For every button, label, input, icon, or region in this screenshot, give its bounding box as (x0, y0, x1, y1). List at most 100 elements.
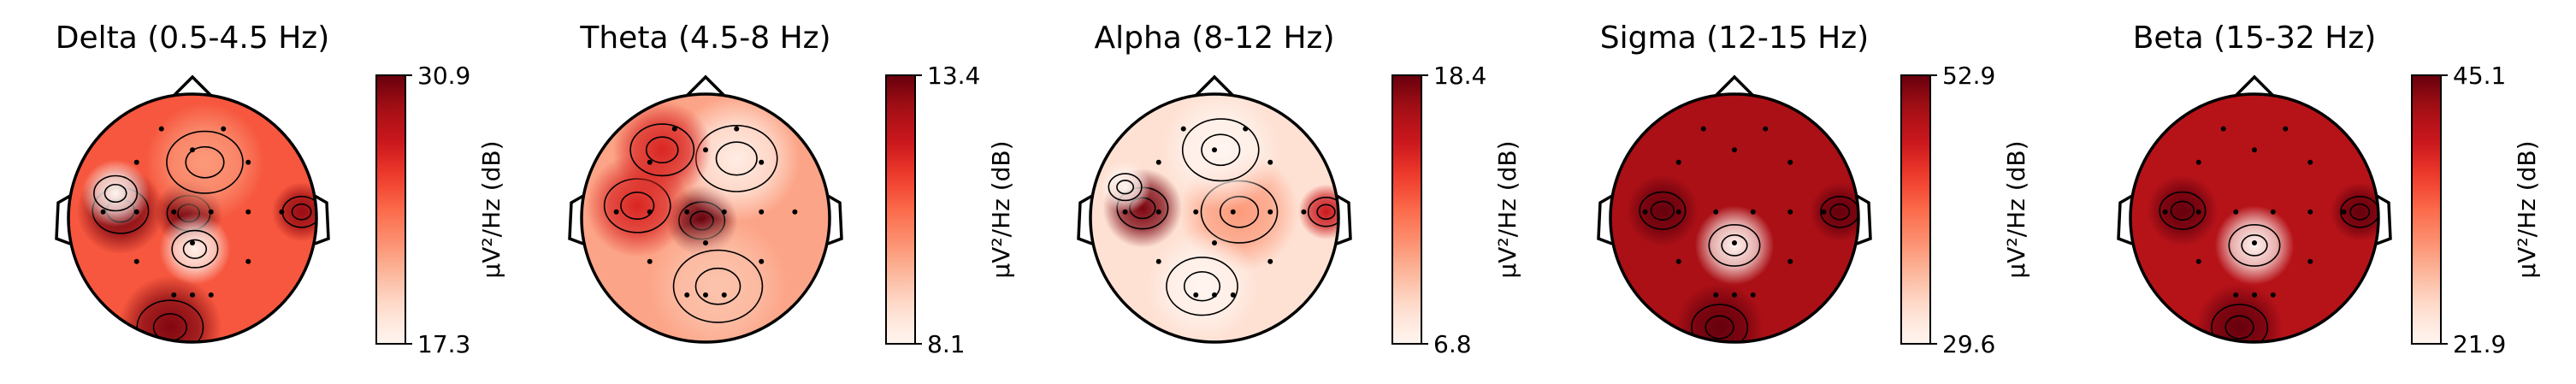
sensor-dot (684, 292, 690, 298)
sensor-dot (1675, 209, 1681, 215)
contour-line (645, 136, 679, 164)
colorbar-max-label: 45.1 (2453, 62, 2506, 90)
panel-title: Beta (15-32 Hz) (2133, 21, 2377, 56)
sensor-dot (1122, 209, 1128, 215)
sensor-dot (190, 147, 195, 153)
contour-line (1721, 234, 1748, 257)
sensor-dot (100, 209, 106, 215)
contour-line (715, 141, 758, 176)
sensor-dot (1180, 126, 1186, 132)
sensor-dot (1732, 147, 1737, 153)
contour-line (2228, 223, 2281, 267)
contour-line (672, 249, 764, 323)
sensor-dot (1212, 240, 1217, 245)
sensor-dot (133, 209, 139, 215)
nose-outline (1714, 74, 1755, 97)
sensor-dot (158, 126, 164, 132)
sensor-dot (2252, 147, 2257, 153)
topography-field (1090, 94, 1338, 342)
sensor-dot (759, 209, 765, 215)
sensor-dot (703, 147, 708, 153)
contour-line (1108, 173, 1143, 202)
sensor-dot (2252, 292, 2257, 298)
left-ear-outline (1597, 194, 1613, 245)
contour-line (2159, 191, 2207, 230)
colorbar-min-label: 29.6 (1942, 330, 1995, 358)
sensor-dot (2162, 209, 2168, 215)
nose-outline (172, 74, 213, 97)
sensor-dot (671, 126, 677, 132)
power-blob (648, 216, 788, 342)
sensor-dot (1713, 209, 1719, 215)
power-blob (1627, 174, 1699, 247)
contour-line (185, 145, 225, 179)
sensor-dot (759, 258, 765, 264)
colorbar-label: µV²/Hz (dB) (987, 140, 1015, 278)
contour-line (1650, 200, 1675, 221)
sensor-dot (1267, 258, 1273, 264)
contour-line (93, 174, 139, 212)
contour-line (2241, 234, 2268, 257)
sensor-dot (2270, 292, 2276, 298)
sensor-dot (1155, 159, 1161, 165)
sensor-dot (2233, 292, 2239, 298)
contour-line (2340, 195, 2378, 228)
sensor-dot (245, 258, 251, 264)
contour-line (1116, 180, 1135, 195)
topography-field (2130, 94, 2378, 342)
power-blob (159, 213, 231, 286)
right-ear-outline (827, 194, 843, 245)
head-outline (1089, 92, 1340, 344)
sensor-dot (734, 126, 740, 132)
power-blob (1161, 94, 1280, 210)
sensor-dot (2283, 126, 2289, 132)
sensor-dot (190, 292, 195, 298)
contour-line (1708, 223, 1761, 267)
power-blob (145, 103, 265, 222)
nose-outline (2234, 74, 2275, 97)
sensor-dot (171, 292, 177, 298)
colorbar-label: µV²/Hz (dB) (2002, 140, 2030, 278)
sensor-dot (2195, 258, 2201, 264)
left-ear-outline (568, 194, 584, 245)
sensor-dot (1675, 159, 1681, 165)
contour-line (1820, 195, 1858, 228)
contour-line (1316, 204, 1336, 220)
sensor-dot (1700, 126, 1706, 132)
contour-line (166, 130, 244, 194)
panel-title: Sigma (12-15 Hz) (1600, 21, 1869, 56)
sensor-dot (1750, 209, 1756, 215)
right-ear-outline (1336, 194, 1352, 245)
contour-line (2224, 315, 2254, 340)
colorbar-max-label: 13.4 (927, 62, 980, 90)
sensor-dot (1675, 258, 1681, 264)
topomap-panel: Sigma (12-15 Hz) 52.9 29.6 µV²/Hz (dB) (1597, 21, 2030, 358)
sensor-dot (1193, 209, 1199, 215)
sensor-dot (721, 292, 727, 298)
sensor-dot (1713, 292, 1719, 298)
contour-line (1201, 133, 1241, 167)
topography-field (1610, 94, 1858, 342)
colorbar (375, 74, 406, 345)
colorbar (1900, 74, 1931, 345)
sensor-dot (133, 258, 139, 264)
contour-line (171, 229, 219, 269)
contour-line (1705, 315, 1734, 340)
sensor-dot (613, 209, 619, 215)
sensor-dot (1230, 209, 1236, 215)
contour-line (2349, 203, 2371, 221)
sensor-dot (208, 209, 214, 215)
left-ear-outline (2117, 194, 2133, 245)
sensor-dot (1642, 209, 1648, 215)
panel-title: Delta (0.5-4.5 Hz) (56, 21, 329, 56)
sensor-dot (2195, 209, 2201, 215)
sensor-dot (721, 209, 727, 215)
sensor-dot (1787, 258, 1793, 264)
contour-line (2170, 200, 2195, 221)
colorbar-min-label: 6.8 (1433, 330, 1472, 358)
sensor-dot (2307, 258, 2313, 264)
sensor-dot (2220, 126, 2226, 132)
right-ear-outline (2376, 194, 2392, 245)
sensor-dot (208, 292, 214, 298)
sensor-dot (1243, 126, 1249, 132)
